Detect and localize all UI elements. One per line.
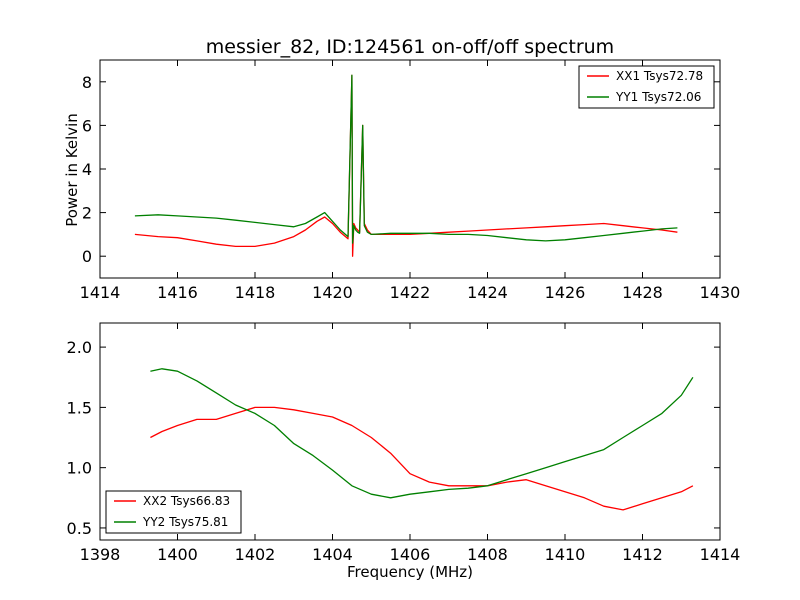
x-tick-label: 1422 xyxy=(390,283,431,302)
series-line-yy2 xyxy=(150,368,694,499)
y-tick-label: 0.5 xyxy=(67,519,92,538)
y-tick-label: 8 xyxy=(82,73,92,92)
x-tick-label: 1428 xyxy=(622,283,663,302)
x-tick-label: 1420 xyxy=(312,283,353,302)
x-tick-label: 1410 xyxy=(545,545,586,564)
top-legend: XX1 Tsys72.78 YY1 Tsys72.06 xyxy=(578,65,715,109)
x-tick-label: 1414 xyxy=(80,283,121,302)
y-tick-label: 1.0 xyxy=(67,459,92,478)
bottom-spectrum-axes: Frequency (MHz) 1398 1400 1402 1404 1406 1408… xyxy=(67,322,741,581)
x-tick-label: 1430 xyxy=(700,283,741,302)
bottom-axis-ticks: 1398 1400 1402 1404 1406 1408 1410 1412 1414 0.5 1… xyxy=(67,323,741,564)
bottom-plot-area xyxy=(150,368,694,511)
x-tick-label: 1408 xyxy=(467,545,508,564)
y-tick-label: 0 xyxy=(82,247,92,266)
top-legend-label-xx1: XX1 Tsys72.78 xyxy=(616,69,703,83)
x-tick-label: 1402 xyxy=(235,545,276,564)
top-chart-title: messier_82, ID:124561 on-off/off spectru… xyxy=(206,36,614,58)
bottom-x-axis-label: Frequency (MHz) xyxy=(347,563,473,581)
x-tick-label: 1398 xyxy=(80,545,121,564)
y-tick-label: 2.0 xyxy=(67,338,92,357)
x-tick-label: 1412 xyxy=(622,545,663,564)
x-tick-label: 1406 xyxy=(390,545,431,564)
x-tick-label: 1400 xyxy=(157,545,198,564)
top-legend-box xyxy=(578,65,715,109)
top-y-axis-label: Power in Kelvin xyxy=(63,113,81,227)
top-plot-area xyxy=(134,74,678,257)
x-tick-label: 1416 xyxy=(157,283,198,302)
x-tick-label: 1424 xyxy=(467,283,508,302)
x-tick-label: 1426 xyxy=(545,283,586,302)
y-tick-label: 4 xyxy=(82,160,92,179)
bottom-legend: XX2 Tsys66.83 YY2 Tsys75.81 xyxy=(105,490,242,534)
series-line-yy1 xyxy=(134,74,678,244)
x-tick-label: 1414 xyxy=(700,545,741,564)
y-tick-label: 2 xyxy=(82,204,92,223)
bottom-legend-box xyxy=(105,490,242,534)
x-tick-label: 1418 xyxy=(235,283,276,302)
x-tick-label: 1404 xyxy=(312,545,353,564)
y-tick-label: 6 xyxy=(82,116,92,135)
bottom-legend-label-xx2: XX2 Tsys66.83 xyxy=(143,494,230,508)
bottom-legend-label-yy2: YY2 Tsys75.81 xyxy=(142,515,228,529)
y-tick-label: 1.5 xyxy=(67,398,92,417)
top-legend-label-yy1: YY1 Tsys72.06 xyxy=(615,90,701,104)
series-line-xx2 xyxy=(150,406,694,511)
top-axis-ticks: 1414 1416 1418 1420 1422 1424 1426 1428 1430 0 2 4 6… xyxy=(80,60,741,302)
top-spectrum-axes: messier_82, ID:124561 on-off/off spectru… xyxy=(63,36,740,302)
